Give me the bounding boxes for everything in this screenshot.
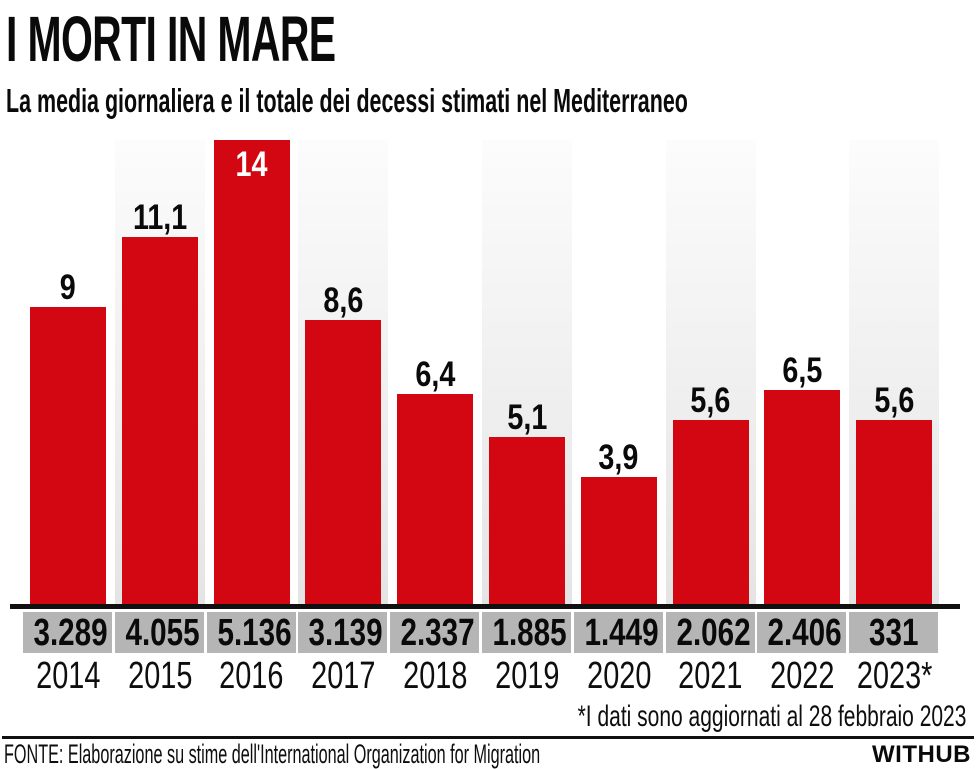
year-label-2017: 2017: [293, 656, 393, 696]
bar-2015: [121, 237, 198, 607]
total-box-2020: 1.449: [573, 612, 663, 654]
year-label-2023*: 2023*: [844, 656, 944, 696]
total-value-text: 4.055: [125, 612, 200, 654]
total-box-2019: 1.885: [482, 612, 571, 654]
bar-value-label: 9: [8, 268, 128, 307]
total-box-2022: 2.406: [757, 612, 847, 654]
year-text: 2017: [311, 655, 376, 697]
year-text: 2020: [586, 655, 651, 697]
brand-logo-text: WITHUB: [872, 741, 971, 768]
bar-2017: [305, 320, 382, 607]
total-value-text: 2.062: [676, 612, 751, 654]
bar-value-text: 3,9: [598, 438, 639, 477]
source-note: FONTE: Elaborazione su stime dell'Intern…: [4, 740, 898, 768]
year-label-2020: 2020: [569, 656, 669, 696]
page-title-text: I MORTI IN MARE: [6, 3, 336, 75]
total-box-2014: 3.289: [23, 612, 112, 654]
total-box-2016: 5.136: [206, 612, 296, 654]
total-value-text: 1.885: [492, 612, 567, 654]
bar-2018: [397, 394, 474, 607]
year-text: 2015: [127, 655, 192, 697]
total-box-2021: 2.062: [665, 612, 755, 654]
year-text: 2014: [35, 655, 101, 697]
bar-2016: [213, 140, 290, 607]
year-label-2016: 2016: [202, 656, 302, 696]
footnote: *I dati sono aggiornati al 28 febbraio 2…: [411, 700, 966, 734]
bar-value-label: 11,1: [100, 198, 220, 237]
year-label-2021: 2021: [661, 656, 761, 696]
bar-value-text: 6,4: [415, 355, 456, 394]
total-value-text: 1.449: [584, 612, 659, 654]
page-title: I MORTI IN MARE: [6, 7, 521, 71]
total-box-2015: 4.055: [114, 612, 204, 654]
bar-value-label: 5,1: [467, 398, 587, 437]
bar-value-text: 6,5: [782, 351, 823, 390]
bar-value-label: 14: [192, 145, 312, 184]
bar-value-text: 5,6: [690, 381, 731, 420]
bar-2022: [764, 390, 841, 607]
bar-2021: [672, 420, 749, 607]
total-box-2023*: 331: [849, 612, 939, 654]
year-label-2018: 2018: [385, 656, 485, 696]
total-value-text: 2.406: [767, 612, 843, 654]
footer-divider: [2, 736, 974, 739]
brand-logo: WITHUB: [872, 741, 971, 769]
bar-value-text: 5,1: [507, 398, 547, 437]
year-text: 2023*: [856, 655, 932, 697]
total-value-text: 2.337: [400, 612, 475, 654]
bar-value-text: 8,6: [323, 281, 364, 320]
bar-2014: [30, 307, 106, 607]
year-text: 2022: [770, 655, 835, 697]
x-axis-line: [10, 604, 960, 609]
bar-2020: [580, 477, 657, 607]
year-label-2019: 2019: [477, 656, 577, 696]
bar-value-text: 9: [60, 268, 76, 307]
total-value-text: 3.139: [308, 612, 384, 654]
year-text: 2019: [494, 655, 560, 697]
bar-2023*: [856, 420, 933, 607]
bar-2019: [489, 437, 565, 607]
bar-value-label: 8,6: [283, 281, 403, 320]
bar-chart-plot: 9 11,1 14 8,6 6,4 5,1 3,9 5,6 6,5 5,6: [0, 140, 976, 607]
year-label-2014: 2014: [18, 656, 118, 696]
bar-value-label: 5,6: [834, 381, 954, 420]
bar-value-label: 6,5: [742, 351, 862, 390]
total-box-2017: 3.139: [298, 612, 388, 654]
total-box-2018: 2.337: [390, 612, 480, 654]
year-label-2022: 2022: [752, 656, 852, 696]
total-value-text: 3.289: [33, 612, 108, 654]
bar-value-text: 14: [235, 145, 268, 184]
bar-value-label: 3,9: [559, 438, 679, 477]
total-value-text: 5.136: [217, 612, 292, 654]
page-subtitle: La media giornaliera e il totale dei dec…: [6, 82, 976, 119]
bar-value-text: 11,1: [132, 198, 187, 237]
year-text: 2016: [219, 655, 284, 697]
bar-value-label: 6,4: [375, 355, 495, 394]
bar-value-label: 5,6: [651, 381, 771, 420]
page-subtitle-text: La media giornaliera e il totale dei dec…: [6, 82, 688, 119]
year-label-2015: 2015: [110, 656, 210, 696]
year-text: 2018: [403, 655, 468, 697]
total-value-text: 331: [868, 612, 919, 654]
source-note-text: FONTE: Elaborazione su stime dell'Intern…: [4, 739, 541, 769]
year-text: 2021: [678, 655, 743, 697]
bar-value-text: 5,6: [874, 381, 915, 420]
footnote-text: *I dati sono aggiornati al 28 febbraio 2…: [577, 700, 966, 733]
